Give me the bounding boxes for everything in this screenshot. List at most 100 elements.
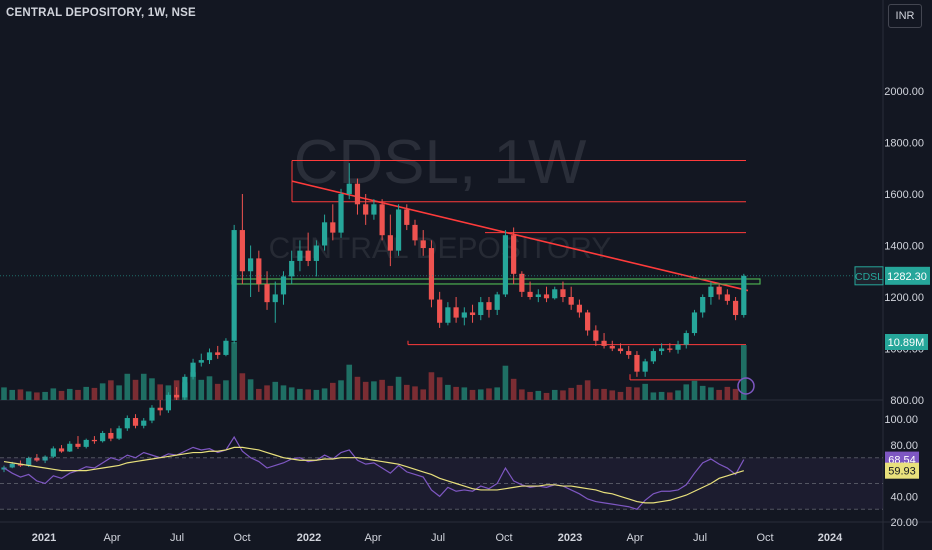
volume-bar <box>699 385 706 400</box>
volume-bar <box>469 389 476 400</box>
price-tick-label: 1600.00 <box>884 189 924 201</box>
watermark-name: CENTRAL DEPOSITORY <box>269 232 612 265</box>
price-tick-label: 800.00 <box>890 395 924 407</box>
time-tick-label: 2021 <box>32 532 56 544</box>
volume-bar <box>642 383 648 400</box>
volume-bar <box>477 389 484 400</box>
volume-bar <box>99 383 106 400</box>
candle <box>700 297 706 313</box>
candle <box>502 235 509 295</box>
candle <box>428 248 435 300</box>
volume-bar <box>116 385 122 400</box>
currency-button[interactable]: INR <box>888 4 922 28</box>
volume-bar <box>297 388 303 400</box>
volume-bar <box>132 379 139 400</box>
volume-bar <box>691 380 698 400</box>
volume-bar <box>568 387 574 400</box>
volume-bar <box>527 391 533 400</box>
candle <box>445 307 451 323</box>
candle <box>609 345 615 349</box>
candle <box>108 432 114 439</box>
candle <box>116 428 122 439</box>
volume-bar <box>149 378 155 400</box>
candle <box>675 344 681 350</box>
rsi-ma-label: 59.93 <box>888 466 916 478</box>
volume-bar <box>609 390 616 400</box>
candle <box>634 354 640 372</box>
candle <box>223 340 229 355</box>
time-tick-label: Jul <box>431 532 445 544</box>
volume-bar <box>675 390 681 400</box>
volume-bar <box>551 389 558 400</box>
candle <box>26 457 32 466</box>
lightning-icon <box>737 377 755 395</box>
volume-bar <box>387 385 394 400</box>
volume-bar <box>593 388 599 400</box>
volume-bar <box>1 387 7 400</box>
volume-bar <box>543 392 550 400</box>
volume-bar <box>403 384 410 400</box>
candle <box>100 432 106 442</box>
candle <box>585 312 591 331</box>
rsi-tick-label: 80.00 <box>890 440 918 452</box>
candle <box>519 273 525 292</box>
candle <box>683 333 689 345</box>
volume-bar <box>658 391 665 400</box>
time-tick-label: 2023 <box>558 532 582 544</box>
candle <box>437 299 443 323</box>
time-tick-label: Oct <box>756 532 773 544</box>
volume-bar <box>362 381 369 400</box>
volume-bar <box>617 391 624 400</box>
volume-bar <box>371 381 377 400</box>
volume-bar <box>280 385 287 400</box>
candle <box>543 294 550 299</box>
volume-bar <box>330 382 336 400</box>
volume-bar <box>634 387 640 400</box>
time-tick-label: Oct <box>495 532 512 544</box>
volume-bar <box>428 372 435 400</box>
time-tick-label: 2022 <box>297 532 321 544</box>
candle <box>50 448 56 457</box>
candle <box>420 240 426 249</box>
candle <box>124 418 130 429</box>
candle <box>165 394 171 411</box>
volume-bar <box>601 388 607 400</box>
volume-bar <box>667 392 673 400</box>
volume-bar <box>25 391 32 400</box>
candle <box>289 260 295 277</box>
volume-bar <box>231 342 237 400</box>
chart-title: CENTRAL DEPOSITORY, 1W, NSE <box>6 7 196 19</box>
time-tick-label: Apr <box>364 532 381 544</box>
support-band <box>231 278 761 285</box>
price-tick-label: 1800.00 <box>884 138 924 150</box>
candle <box>58 448 65 452</box>
volume-bar <box>412 386 418 400</box>
time-tick-label: Jul <box>170 532 184 544</box>
volume-bar <box>17 389 24 400</box>
volume-bar <box>58 390 65 400</box>
volume-bar <box>716 389 722 400</box>
volume-bar <box>395 376 402 400</box>
candle <box>732 300 739 316</box>
candle <box>724 294 730 301</box>
volume-bar <box>50 388 57 400</box>
volume-bar <box>247 379 254 400</box>
candle <box>552 289 558 299</box>
volume-bar <box>272 381 279 400</box>
candle <box>206 352 213 361</box>
candle <box>626 351 632 355</box>
candle <box>190 362 196 377</box>
volume-bar <box>206 376 213 400</box>
candle <box>486 302 492 310</box>
candle <box>535 294 541 297</box>
volume-bar <box>741 345 747 400</box>
rsi-ma-tag <box>885 462 919 479</box>
candle <box>9 463 15 468</box>
volume-bar <box>732 388 739 400</box>
volume-bar <box>140 373 147 400</box>
volume-bar <box>453 386 459 400</box>
volume-bar <box>157 384 163 400</box>
candle <box>321 222 328 246</box>
candle <box>354 183 361 205</box>
